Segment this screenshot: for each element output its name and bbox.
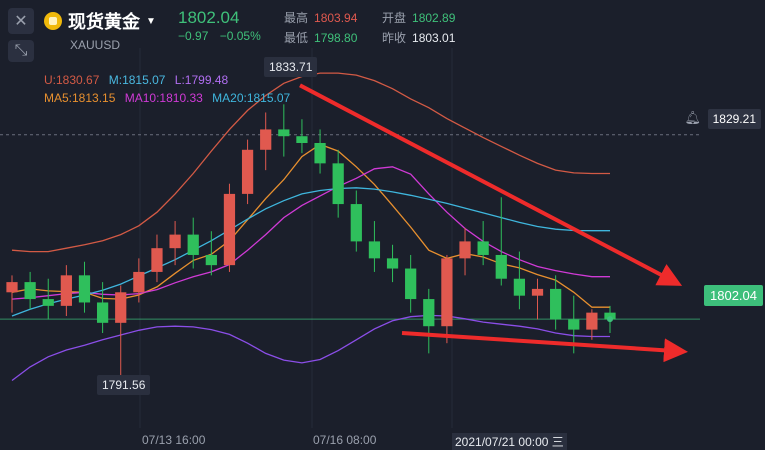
ma-legend: MA5:1813.15 MA10:1810.33 MA20:1815.07 (44, 91, 290, 105)
legend-ma20: MA20:1815.07 (212, 91, 291, 105)
candle-body (423, 299, 435, 327)
candle-body (115, 292, 127, 323)
candle-body (350, 204, 362, 242)
change-value: −0.97 (178, 29, 209, 43)
candle-body (133, 271, 145, 293)
candle-body (604, 312, 616, 320)
high-flag: 1833.71 (264, 57, 318, 77)
candle-body (531, 288, 544, 296)
close-icon[interactable]: ✕ (8, 8, 34, 34)
collapse-icon[interactable]: ⤡ (8, 40, 34, 62)
candle-body (278, 129, 290, 137)
stat-prev-close: 昨收 1803.01 (382, 31, 456, 45)
price-change: −0.97 −0.05% (178, 29, 269, 43)
x-axis-label: 07/16 08:00 (313, 433, 377, 447)
legend-ma10: MA10:1810.33 (124, 91, 203, 105)
current-price-dot (607, 316, 613, 323)
last-price: 1802.04 (178, 8, 240, 27)
candle-body (60, 275, 72, 306)
candle-body (6, 282, 18, 293)
candle-body (205, 254, 217, 266)
chevron-down-icon[interactable]: ▼ (146, 15, 156, 27)
candles (6, 104, 616, 390)
candle-body (42, 299, 54, 306)
candle-body (332, 163, 344, 205)
candle-body (459, 241, 471, 259)
candle-body (260, 129, 272, 150)
candle-body (296, 136, 308, 143)
candle-body (96, 302, 109, 323)
candle-body (568, 319, 580, 330)
legend-boll-u: U:1830.67 (44, 73, 100, 87)
trend-arrows (299, 83, 688, 363)
candle-body (78, 275, 91, 303)
stat-high: 最高 1803.94 (284, 11, 358, 25)
stat-low: 最低 1798.80 (284, 31, 358, 45)
candle-body (241, 149, 254, 194)
stat-open: 开盘 1802.89 (382, 11, 456, 25)
instrument-name: 现货黄金 (68, 12, 140, 32)
x-axis-label: 07/13 16:00 (142, 433, 206, 447)
candle-body (441, 258, 453, 327)
candle-body (223, 193, 236, 266)
trend-arrow-upper (299, 83, 683, 286)
line-l (11, 314, 610, 382)
candle-body (368, 241, 381, 259)
candle-body (477, 241, 489, 255)
indicator-lines (11, 72, 610, 382)
instrument-title[interactable]: 现货黄金 ▼ XAUUSD (44, 8, 156, 52)
current-price-tag: 1802.04 (704, 285, 763, 306)
candle-body (550, 288, 562, 320)
line-ma5 (11, 143, 610, 308)
legend-boll-m: M:1815.07 (108, 73, 166, 87)
x-axis-label-current: 2021/07/21 00:00 三 (452, 433, 567, 450)
quote-header: ✕ ⤡ 现货黄金 ▼ XAUUSD 1802.04 −0.97 −0.05% 最… (0, 0, 765, 62)
instrument-symbol: XAUUSD (70, 38, 121, 52)
bell-icon[interactable]: 🔔︎ (684, 110, 701, 125)
candle-body (151, 248, 163, 272)
candle-body (495, 254, 507, 279)
candle-body (405, 268, 417, 300)
candle-body (386, 258, 399, 269)
candle-body (24, 282, 36, 300)
low-flag: 1791.56 (97, 375, 151, 395)
line-ma10 (11, 166, 610, 300)
alert-price-tag[interactable]: 1829.21 (707, 109, 761, 129)
boll-legend: U:1830.67 M:1815.07 L:1799.48 (44, 73, 228, 87)
legend-boll-l: L:1799.48 (174, 73, 229, 87)
line-ma20 (11, 187, 610, 317)
candle-body (187, 234, 199, 255)
candle-body (586, 312, 598, 330)
candle-body (169, 234, 181, 249)
candle-body (314, 143, 326, 164)
legend-ma5: MA5:1813.15 (44, 91, 116, 105)
trend-arrow-lower (401, 331, 688, 363)
change-percent: −0.05% (219, 29, 261, 43)
candle-body (513, 278, 526, 296)
gold-coin-icon (44, 12, 62, 30)
